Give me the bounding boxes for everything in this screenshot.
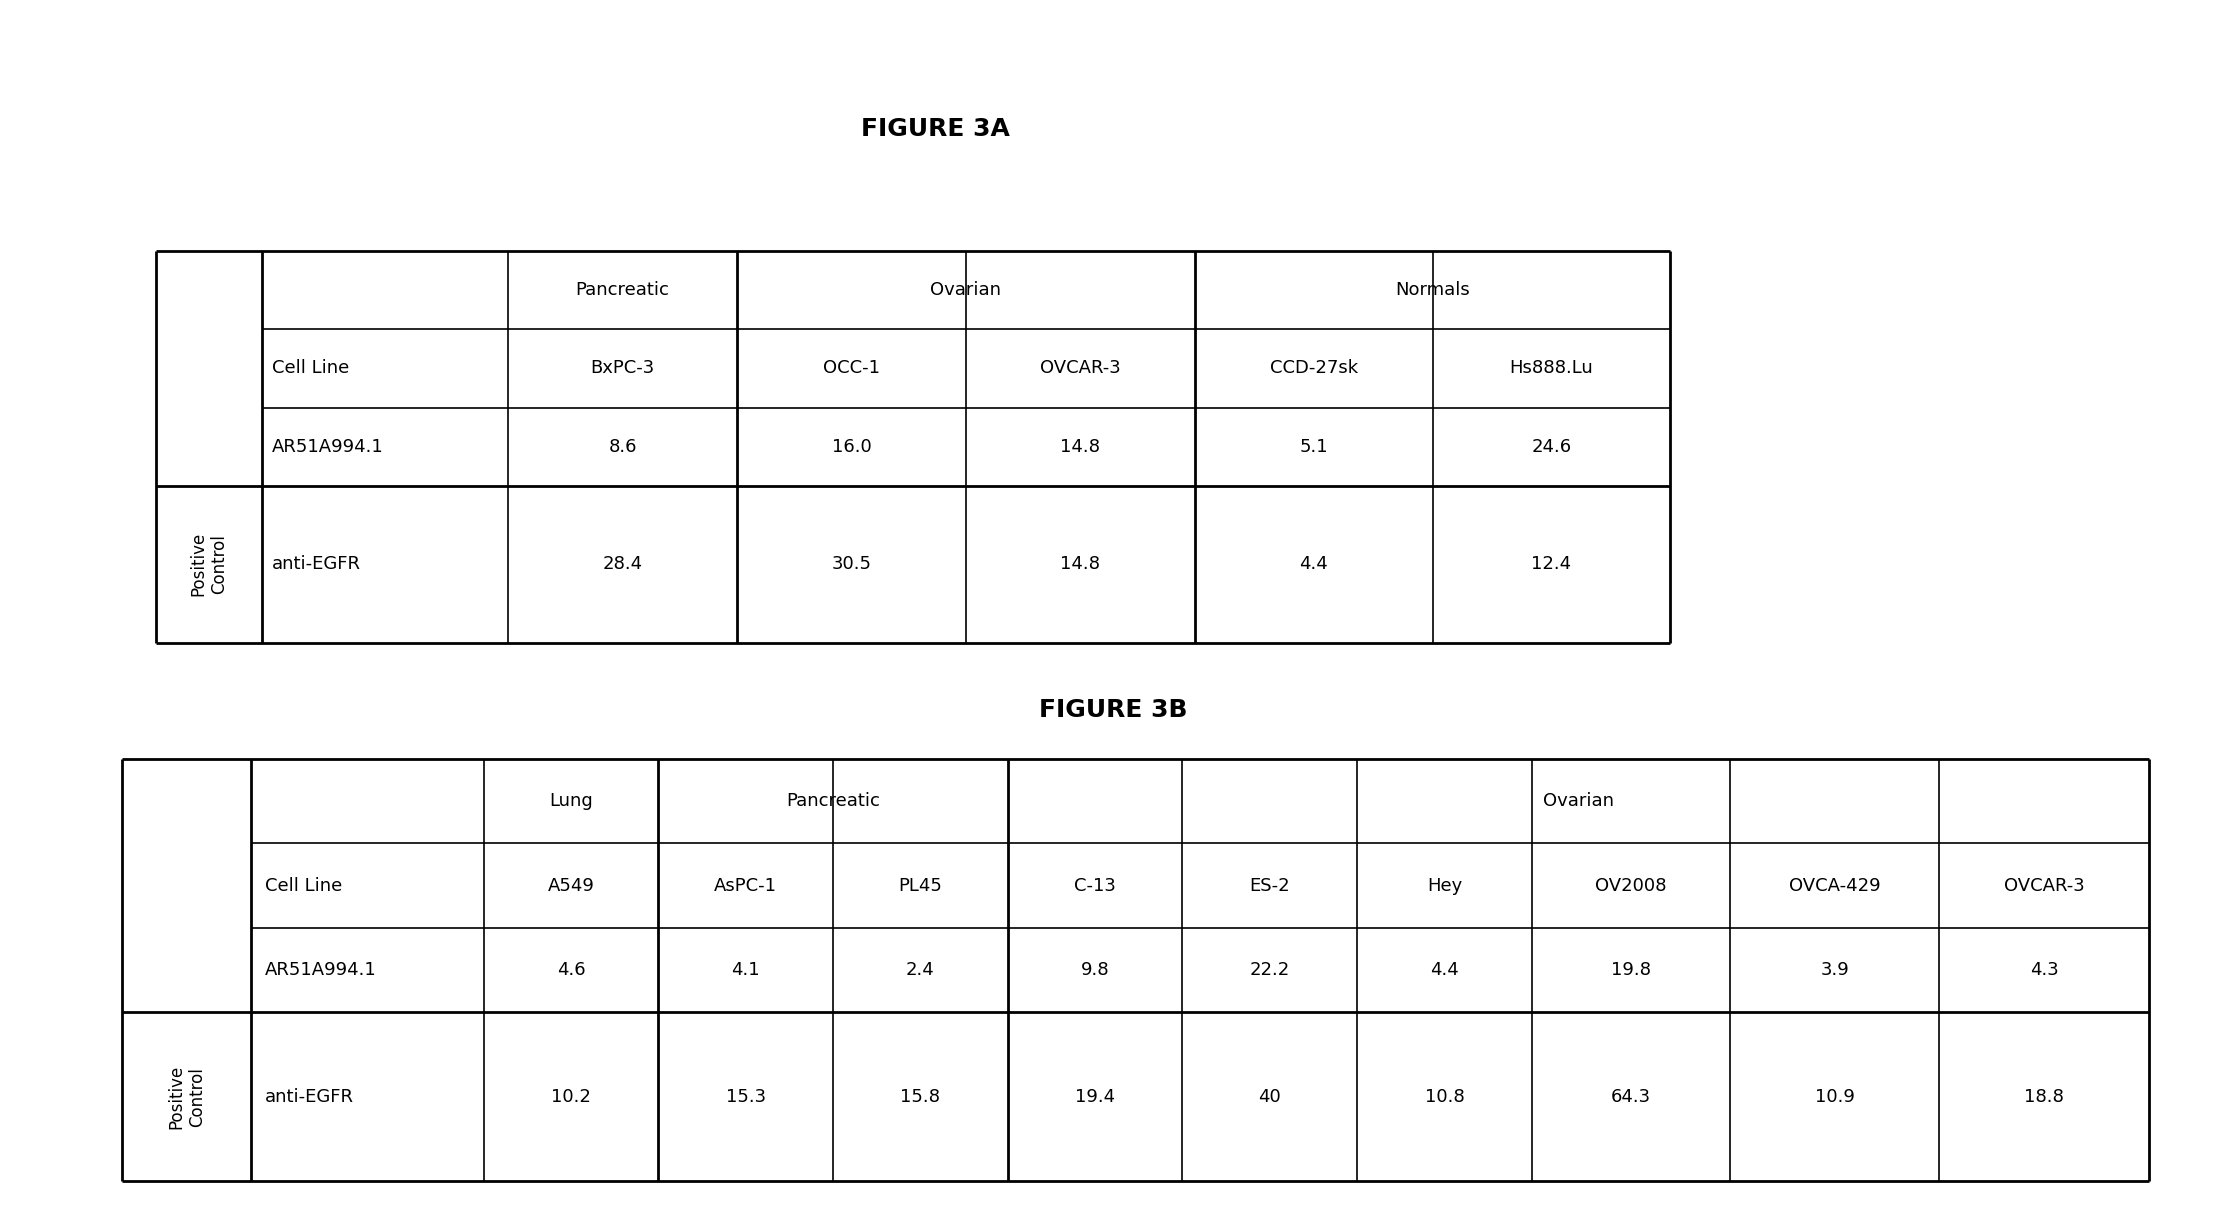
Text: OVCA-429: OVCA-429 [1788, 876, 1880, 895]
Text: 4.3: 4.3 [2029, 961, 2058, 979]
Text: 8.6: 8.6 [608, 438, 637, 455]
Text: OCC-1: OCC-1 [824, 360, 880, 377]
Text: FIGURE 3B: FIGURE 3B [1040, 698, 1187, 722]
Text: anti-EGFR: anti-EGFR [272, 556, 361, 573]
Text: FIGURE 3A: FIGURE 3A [862, 116, 1009, 141]
Text: 12.4: 12.4 [1532, 556, 1572, 573]
Text: ES-2: ES-2 [1249, 876, 1289, 895]
Text: AR51A994.1: AR51A994.1 [265, 961, 376, 979]
Text: Cell Line: Cell Line [272, 360, 350, 377]
Text: OVCAR-3: OVCAR-3 [2004, 876, 2084, 895]
Text: BxPC-3: BxPC-3 [590, 360, 655, 377]
Text: 3.9: 3.9 [1819, 961, 1848, 979]
Text: CCD-27sk: CCD-27sk [1269, 360, 1358, 377]
Text: C-13: C-13 [1073, 876, 1116, 895]
Text: 40: 40 [1258, 1088, 1281, 1105]
Text: Cell Line: Cell Line [265, 876, 343, 895]
Text: Ovarian: Ovarian [1543, 792, 1615, 810]
Text: 4.4: 4.4 [1298, 556, 1327, 573]
Text: Pancreatic: Pancreatic [575, 282, 670, 299]
Text: 15.3: 15.3 [726, 1088, 766, 1105]
Text: 30.5: 30.5 [831, 556, 871, 573]
Text: 16.0: 16.0 [831, 438, 871, 455]
Text: 14.8: 14.8 [1060, 556, 1100, 573]
Text: Positive
Control: Positive Control [189, 532, 227, 596]
Text: 4.1: 4.1 [730, 961, 759, 979]
Text: 10.8: 10.8 [1425, 1088, 1465, 1105]
Text: 28.4: 28.4 [604, 556, 644, 573]
Text: 18.8: 18.8 [2024, 1088, 2064, 1105]
Text: 5.1: 5.1 [1298, 438, 1327, 455]
Text: Hs888.Lu: Hs888.Lu [1510, 360, 1592, 377]
Text: OVCAR-3: OVCAR-3 [1040, 360, 1120, 377]
Text: AR51A994.1: AR51A994.1 [272, 438, 383, 455]
Text: 19.4: 19.4 [1076, 1088, 1116, 1105]
Text: Pancreatic: Pancreatic [786, 792, 880, 810]
Text: 9.8: 9.8 [1080, 961, 1109, 979]
Text: PL45: PL45 [897, 876, 942, 895]
Text: 19.8: 19.8 [1610, 961, 1650, 979]
Text: 14.8: 14.8 [1060, 438, 1100, 455]
Text: 4.4: 4.4 [1430, 961, 1459, 979]
Text: 2.4: 2.4 [906, 961, 935, 979]
Text: 4.6: 4.6 [557, 961, 586, 979]
Text: OV2008: OV2008 [1595, 876, 1666, 895]
Text: 64.3: 64.3 [1610, 1088, 1650, 1105]
Text: Normals: Normals [1394, 282, 1470, 299]
Text: 15.8: 15.8 [900, 1088, 940, 1105]
Text: 24.6: 24.6 [1532, 438, 1572, 455]
Text: 22.2: 22.2 [1249, 961, 1289, 979]
Text: AsPC-1: AsPC-1 [715, 876, 777, 895]
Text: Positive
Control: Positive Control [167, 1065, 205, 1129]
Text: 10.2: 10.2 [550, 1088, 590, 1105]
Text: A549: A549 [548, 876, 595, 895]
Text: Lung: Lung [550, 792, 592, 810]
Text: Hey: Hey [1428, 876, 1463, 895]
Text: anti-EGFR: anti-EGFR [265, 1088, 354, 1105]
Text: Ovarian: Ovarian [931, 282, 1002, 299]
Text: 10.9: 10.9 [1815, 1088, 1855, 1105]
